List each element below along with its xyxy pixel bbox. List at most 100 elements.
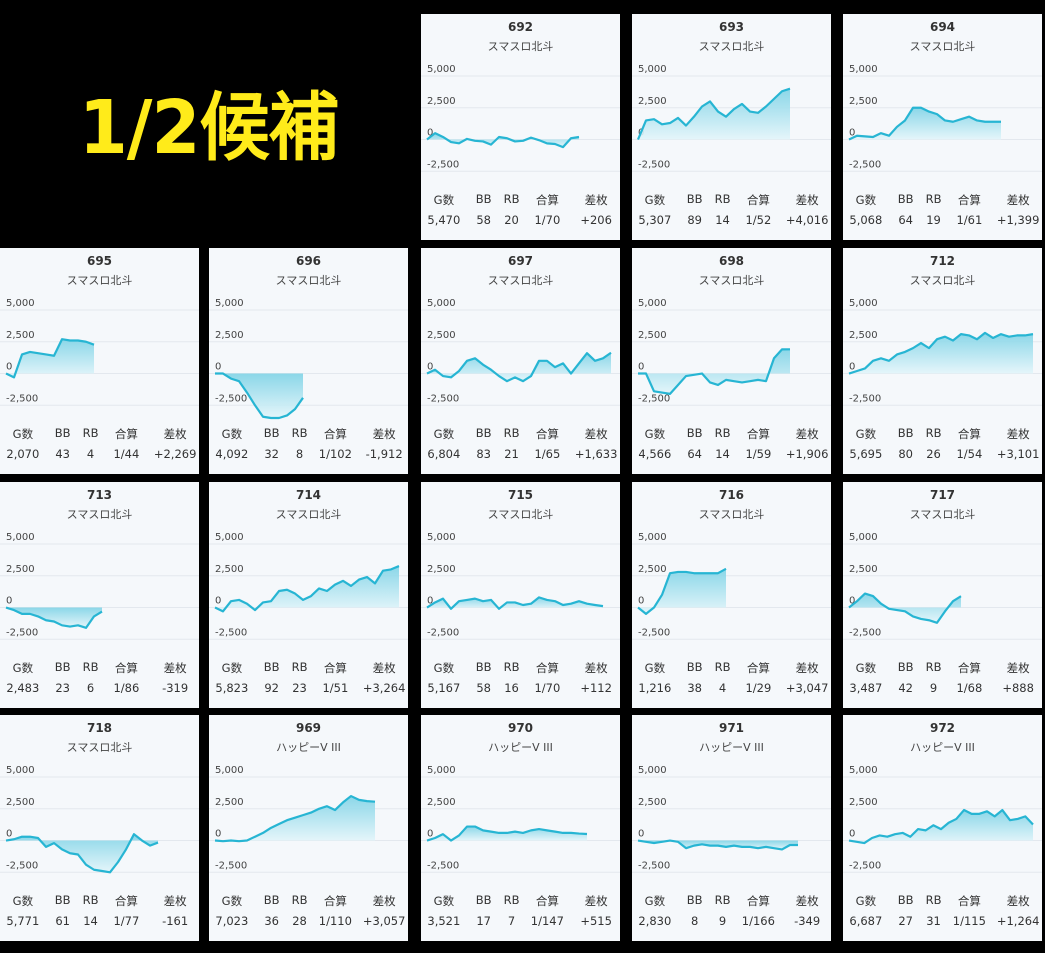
stat-value: +1,633 xyxy=(574,447,618,461)
stat-label: BB xyxy=(686,660,703,674)
machine-number: 698 xyxy=(718,254,745,268)
y-tick-label: 2,500 xyxy=(638,797,667,808)
stat-value: 1/110 xyxy=(318,914,352,928)
stat-label: 合算 xyxy=(957,661,981,675)
stat-label: RB xyxy=(925,426,942,440)
stat-value: 5,068 xyxy=(849,213,883,227)
stat-label: G数 xyxy=(433,661,455,675)
banner: 1/2候補 xyxy=(0,0,418,243)
slump-chart: 5,000 2,500 0 -2,500 xyxy=(843,765,1042,873)
machine-panel: 714 スマスロ北斗 5,000 2,500 0 -2,500 G数 BB RB 合算 差枚 5,82… xyxy=(209,482,408,708)
stats-value-row: 5,307 89 14 1/52 +4,016 xyxy=(632,213,831,227)
stat-label: BB xyxy=(475,893,492,907)
stat-label: RB xyxy=(925,893,942,907)
y-tick-label: 2,500 xyxy=(638,96,667,107)
stat-label: 合算 xyxy=(957,894,981,908)
stat-value: 1/68 xyxy=(956,681,983,695)
stat-label: G数 xyxy=(855,427,877,441)
stats-header-row: G数 BB RB 合算 差枚 xyxy=(843,426,1042,442)
y-tick-label: 5,000 xyxy=(427,298,456,309)
stat-value: 83 xyxy=(476,447,491,461)
stat-label: BB xyxy=(263,426,280,440)
stat-label: 合算 xyxy=(746,894,770,908)
y-tick-label: -2,500 xyxy=(638,159,670,170)
stat-value: 89 xyxy=(687,213,702,227)
stats-header-row: G数 BB RB 合算 差枚 xyxy=(209,893,408,909)
stat-label: 合算 xyxy=(323,427,347,441)
stat-label: G数 xyxy=(12,427,34,441)
stats-block: G数 BB RB 合算 差枚 4,092 32 8 1/102 -1,912 xyxy=(209,426,408,461)
stat-value: 5,307 xyxy=(638,213,672,227)
stat-label: G数 xyxy=(855,894,877,908)
stats-block: G数 BB RB 合算 差枚 5,771 61 14 1/77 -161 xyxy=(0,893,199,928)
stat-label: BB xyxy=(897,660,914,674)
stat-label: RB xyxy=(503,192,520,206)
series-line xyxy=(5,338,95,379)
stat-label: 差枚 xyxy=(1006,661,1030,675)
y-tick-label: 0 xyxy=(427,128,433,139)
stat-value: 23 xyxy=(55,681,70,695)
stat-label: BB xyxy=(475,660,492,674)
stat-label: RB xyxy=(925,660,942,674)
stat-label: BB xyxy=(54,893,71,907)
stat-label: 合算 xyxy=(114,427,138,441)
y-tick-label: -2,500 xyxy=(849,860,881,871)
stat-label: 差枚 xyxy=(795,427,819,441)
stat-value: 5,470 xyxy=(427,213,461,227)
stats-block: G数 BB RB 合算 差枚 2,830 8 9 1/166 -349 xyxy=(632,893,831,928)
stat-value: 1/65 xyxy=(534,447,561,461)
stat-label: RB xyxy=(714,426,731,440)
area-fill xyxy=(215,373,303,418)
stat-label: 差枚 xyxy=(163,894,187,908)
slump-chart: 5,000 2,500 0 -2,500 xyxy=(421,765,620,873)
stat-label: G数 xyxy=(221,661,243,675)
stat-value: 4 xyxy=(86,447,95,461)
stat-label: BB xyxy=(897,192,914,206)
stat-label: 合算 xyxy=(746,661,770,675)
slump-chart: 5,000 2,500 0 -2,500 xyxy=(209,765,408,873)
stat-label: RB xyxy=(503,893,520,907)
series-line xyxy=(848,331,1034,375)
machine-panel: 970 ハッピーV III 5,000 2,500 0 -2,500 G数 BB RB 合算 差枚 3… xyxy=(421,715,620,941)
stat-value: +3,264 xyxy=(362,681,406,695)
stat-value: 26 xyxy=(926,447,941,461)
stat-value: 28 xyxy=(292,914,307,928)
series-line xyxy=(426,825,588,842)
machine-model: ハッピーV III xyxy=(276,741,341,754)
slump-chart: 5,000 2,500 0 -2,500 xyxy=(632,532,831,640)
stat-value: +1,399 xyxy=(996,213,1040,227)
machine-model: スマスロ北斗 xyxy=(66,508,133,521)
stat-label: 合算 xyxy=(114,661,138,675)
stat-label: G数 xyxy=(221,427,243,441)
stats-block: G数 BB RB 合算 差枚 5,695 80 26 1/54 +3,101 xyxy=(843,426,1042,461)
stat-value: 1/70 xyxy=(534,681,561,695)
stat-value: 31 xyxy=(926,914,941,928)
machine-panel: 712 スマスロ北斗 5,000 2,500 0 -2,500 G数 BB RB 合算 差枚 5,69… xyxy=(843,248,1042,474)
machine-panel: 717 スマスロ北斗 5,000 2,500 0 -2,500 G数 BB RB 合算 差枚 3,48… xyxy=(843,482,1042,708)
stats-block: G数 BB RB 合算 差枚 2,070 43 4 1/44 +2,269 xyxy=(0,426,199,461)
area-fill xyxy=(638,349,790,394)
y-tick-label: 0 xyxy=(849,362,855,373)
y-tick-label: 0 xyxy=(849,128,855,139)
y-tick-label: -2,500 xyxy=(6,860,38,871)
stat-value: +206 xyxy=(580,213,612,227)
stat-label: RB xyxy=(503,426,520,440)
y-tick-label: -2,500 xyxy=(638,627,670,638)
y-tick-label: 0 xyxy=(427,829,433,840)
slump-chart: 5,000 2,500 0 -2,500 xyxy=(0,298,199,406)
stat-label: RB xyxy=(82,660,99,674)
y-tick-label: -2,500 xyxy=(6,393,38,404)
series-line xyxy=(215,372,304,420)
stat-value: 1/115 xyxy=(952,914,986,928)
machine-number: 718 xyxy=(86,721,113,735)
y-tick-label: 0 xyxy=(6,362,12,373)
machine-panel: 972 ハッピーV III 5,000 2,500 0 -2,500 G数 BB RB 合算 差枚 6… xyxy=(843,715,1042,941)
y-tick-label: 0 xyxy=(638,829,644,840)
stat-label: G数 xyxy=(12,661,34,675)
stat-label: 合算 xyxy=(535,661,559,675)
y-tick-label: 0 xyxy=(6,596,12,607)
stats-value-row: 5,470 58 20 1/70 +206 xyxy=(421,213,620,227)
stat-label: G数 xyxy=(644,894,666,908)
y-tick-label: 5,000 xyxy=(849,298,878,309)
slump-chart: 5,000 2,500 0 -2,500 xyxy=(632,298,831,406)
